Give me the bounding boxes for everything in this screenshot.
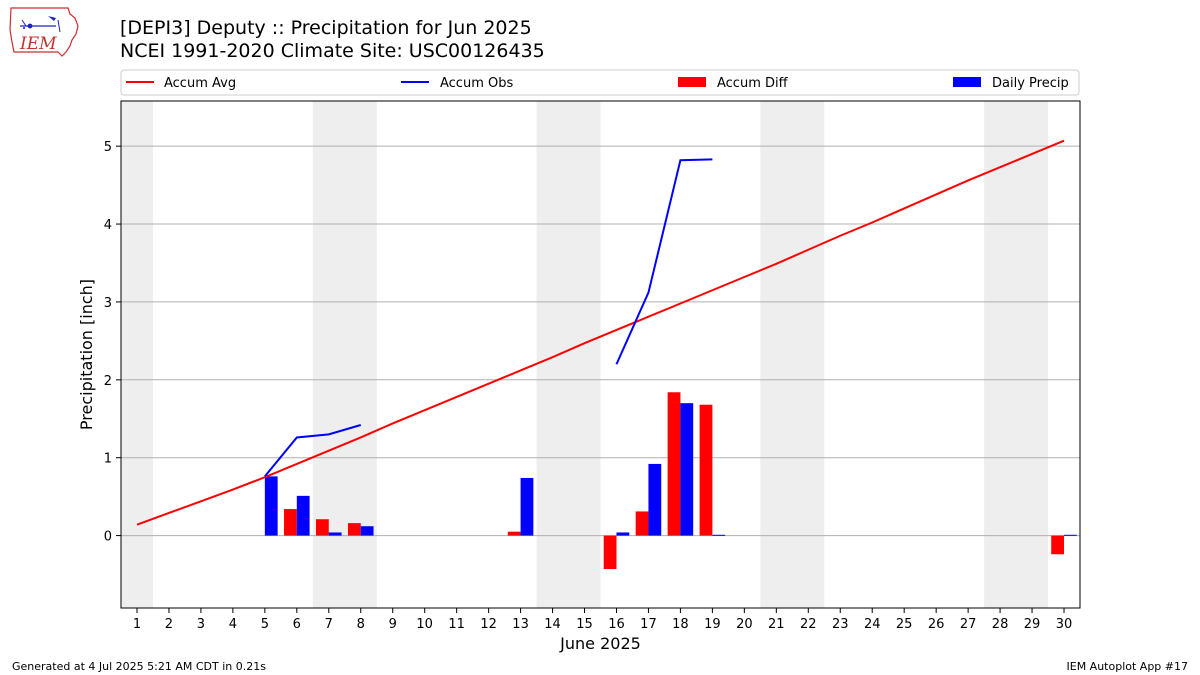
x-tick-label-3: 3 bbox=[197, 617, 205, 632]
accum-diff-bar-day-19 bbox=[699, 404, 713, 536]
x-tick-label-19: 19 bbox=[704, 617, 721, 632]
x-tick-label-7: 7 bbox=[325, 617, 333, 632]
x-tick-label-22: 22 bbox=[800, 617, 817, 632]
y-tick-label-4: 4 bbox=[104, 218, 112, 233]
x-tick-label-30: 30 bbox=[1056, 617, 1073, 632]
iowa-map-icon: IEM bbox=[9, 7, 79, 57]
accum-diff-bar-day-13 bbox=[507, 531, 521, 536]
daily-precip-bar-day-7 bbox=[328, 532, 342, 536]
legend-item-accum-diff: Accum Diff bbox=[678, 76, 789, 91]
x-tick-label-9: 9 bbox=[389, 617, 397, 632]
y-tick-label-0: 0 bbox=[104, 530, 112, 545]
x-tick-label-29: 29 bbox=[1024, 617, 1041, 632]
x-tick-label-15: 15 bbox=[576, 617, 593, 632]
legend-box bbox=[120, 69, 1080, 96]
x-tick-label-4: 4 bbox=[229, 617, 237, 632]
x-tick-label-23: 23 bbox=[832, 617, 849, 632]
weekend-shading bbox=[121, 101, 1049, 608]
x-tick-label-10: 10 bbox=[416, 617, 433, 632]
x-tick-label-14: 14 bbox=[544, 617, 561, 632]
daily-precip-bar-day-18 bbox=[680, 403, 694, 536]
chart-title: [DEPI3] Deputy :: Precipitation for Jun … bbox=[120, 17, 532, 39]
legend-label-accum-avg: Accum Avg bbox=[164, 76, 236, 91]
x-tick-label-12: 12 bbox=[480, 617, 497, 632]
legend-label-accum-obs: Accum Obs bbox=[440, 76, 513, 91]
x-tick-label-11: 11 bbox=[448, 617, 465, 632]
legend-label-accum-diff: Accum Diff bbox=[717, 76, 789, 91]
footer-generated: Generated at 4 Jul 2025 5:21 AM CDT in 0… bbox=[12, 660, 266, 673]
x-tick-label-1: 1 bbox=[133, 617, 141, 632]
iem-logo: IEM bbox=[8, 6, 82, 60]
weekend-band-1 bbox=[121, 101, 153, 608]
x-axis-ticks: 1 2 3 4 5 6 7 8 9 10 11 12 13 14 15 16 17 18 19 20 21 22 23 24 2… bbox=[133, 608, 1072, 632]
accum-diff-bar-day-7 bbox=[315, 519, 329, 536]
x-tick-label-8: 8 bbox=[357, 617, 365, 632]
legend-item-daily-precip: Daily Precip bbox=[953, 76, 1069, 91]
legend-item-accum-avg: Accum Avg bbox=[126, 76, 236, 91]
logo-text: IEM bbox=[19, 34, 57, 54]
lines bbox=[136, 139, 1065, 526]
x-tick-label-21: 21 bbox=[768, 617, 785, 632]
weekend-band-4 bbox=[760, 101, 825, 608]
weekend-band-3 bbox=[536, 101, 601, 608]
x-tick-label-6: 6 bbox=[293, 617, 301, 632]
accum-obs-line-segment-1 bbox=[264, 424, 362, 478]
daily-precip-bar-day-13 bbox=[520, 477, 534, 536]
accum-diff-bar-day-30 bbox=[1051, 535, 1065, 555]
y-axis-label: Precipitation [inch] bbox=[77, 279, 96, 430]
x-tick-label-27: 27 bbox=[960, 617, 977, 632]
y-tick-label-3: 3 bbox=[104, 296, 112, 311]
x-tick-label-20: 20 bbox=[736, 617, 753, 632]
x-tick-label-26: 26 bbox=[928, 617, 945, 632]
accum-diff-bar-day-18 bbox=[667, 392, 681, 536]
chart-subtitle: NCEI 1991-2020 Climate Site: USC00126435 bbox=[120, 40, 545, 62]
x-tick-label-24: 24 bbox=[864, 617, 881, 632]
daily-precip-bar-day-8 bbox=[360, 526, 374, 536]
accum-avg-line bbox=[136, 139, 1065, 526]
bars bbox=[264, 392, 1077, 570]
x-tick-label-16: 16 bbox=[608, 617, 625, 632]
legend-item-accum-obs: Accum Obs bbox=[401, 76, 513, 91]
accum-diff-bar-day-6 bbox=[284, 509, 297, 536]
x-tick-label-28: 28 bbox=[992, 617, 1009, 632]
x-axis-label: June 2025 bbox=[559, 634, 641, 653]
legend-swatch-daily-precip bbox=[953, 77, 981, 87]
daily-precip-bar-day-5 bbox=[264, 476, 278, 536]
x-tick-label-13: 13 bbox=[512, 617, 529, 632]
footer-app: IEM Autoplot App #17 bbox=[1066, 660, 1189, 673]
y-axis-ticks: 0 1 2 3 4 5 bbox=[104, 140, 121, 545]
daily-precip-bar-day-16 bbox=[616, 532, 630, 536]
daily-precip-bar-day-17 bbox=[648, 463, 662, 536]
legend: Accum Avg Accum Obs Accum Diff Daily Pre… bbox=[120, 69, 1080, 96]
accum-obs-line-segment-2 bbox=[615, 158, 713, 365]
y-tick-label-1: 1 bbox=[104, 452, 112, 467]
x-tick-label-2: 2 bbox=[165, 617, 173, 632]
x-tick-label-18: 18 bbox=[672, 617, 689, 632]
x-tick-label-25: 25 bbox=[896, 617, 913, 632]
x-tick-label-17: 17 bbox=[640, 617, 657, 632]
daily-precip-bar-day-30 bbox=[1064, 534, 1077, 536]
accum-diff-bar-day-16 bbox=[603, 535, 617, 570]
y-tick-label-2: 2 bbox=[104, 374, 112, 389]
y-tick-label-5: 5 bbox=[104, 140, 112, 155]
daily-precip-bar-day-19 bbox=[712, 534, 726, 536]
accum-diff-bar-day-8 bbox=[347, 523, 361, 536]
accum-diff-bar-day-17 bbox=[635, 511, 649, 536]
daily-precip-bar-day-6 bbox=[296, 495, 310, 536]
legend-label-daily-precip: Daily Precip bbox=[992, 76, 1069, 91]
x-tick-label-5: 5 bbox=[261, 617, 269, 632]
weekend-band-5 bbox=[984, 101, 1049, 608]
plot-frame bbox=[120, 100, 1081, 609]
legend-swatch-accum-diff bbox=[678, 77, 706, 87]
